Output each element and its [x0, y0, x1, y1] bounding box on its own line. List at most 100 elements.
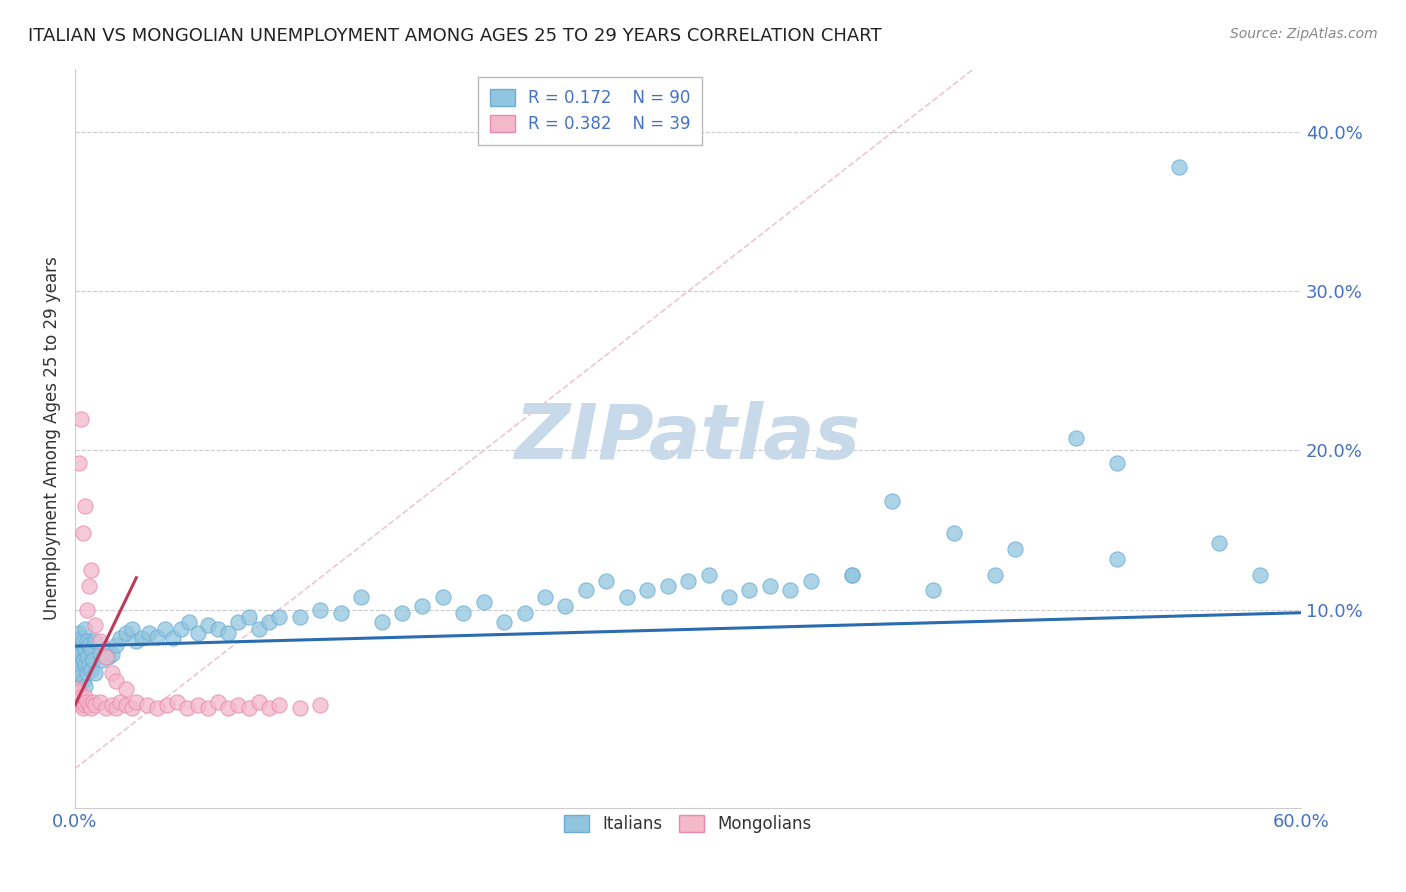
Point	[247, 695, 270, 709]
Point	[101, 647, 124, 661]
Point	[800, 574, 823, 588]
Point	[89, 634, 111, 648]
Point	[80, 701, 103, 715]
Point	[247, 622, 270, 636]
Point	[156, 698, 179, 712]
Point	[75, 642, 97, 657]
Point	[108, 695, 131, 709]
Point	[94, 701, 117, 715]
Point	[66, 642, 89, 657]
Point	[125, 634, 148, 648]
Point	[616, 590, 638, 604]
Point	[411, 599, 433, 614]
Point	[269, 698, 291, 712]
Point	[1208, 535, 1230, 549]
Point	[575, 583, 598, 598]
Point	[70, 690, 93, 704]
Point	[759, 579, 782, 593]
Point	[135, 698, 157, 712]
Point	[257, 701, 280, 715]
Point	[166, 695, 188, 709]
Point	[76, 695, 98, 709]
Point	[391, 606, 413, 620]
Point	[554, 599, 576, 614]
Point	[75, 698, 97, 712]
Point	[1004, 542, 1026, 557]
Point	[104, 674, 127, 689]
Point	[288, 610, 311, 624]
Point	[72, 653, 94, 667]
Point	[67, 695, 90, 709]
Point	[153, 622, 176, 636]
Point	[697, 567, 720, 582]
Point	[75, 690, 97, 704]
Point	[70, 669, 93, 683]
Point	[288, 701, 311, 715]
Point	[841, 567, 863, 582]
Point	[197, 701, 219, 715]
Point	[636, 583, 658, 598]
Point	[94, 642, 117, 657]
Point	[121, 622, 143, 636]
Point	[115, 698, 138, 712]
Point	[79, 638, 101, 652]
Point	[1167, 160, 1189, 174]
Point	[657, 579, 679, 593]
Point	[217, 626, 239, 640]
Point	[738, 583, 761, 598]
Point	[76, 634, 98, 648]
Point	[197, 618, 219, 632]
Point	[84, 666, 107, 681]
Point	[108, 631, 131, 645]
Point	[115, 626, 138, 640]
Point	[104, 701, 127, 715]
Point	[125, 695, 148, 709]
Point	[1107, 456, 1129, 470]
Point	[94, 650, 117, 665]
Point	[238, 701, 260, 715]
Point	[80, 663, 103, 677]
Point	[76, 650, 98, 665]
Point	[70, 647, 93, 661]
Point	[72, 674, 94, 689]
Point	[513, 606, 536, 620]
Y-axis label: Unemployment Among Ages 25 to 29 years: Unemployment Among Ages 25 to 29 years	[44, 257, 60, 620]
Point	[983, 567, 1005, 582]
Point	[82, 695, 104, 709]
Point	[942, 526, 965, 541]
Point	[76, 602, 98, 616]
Point	[70, 411, 93, 425]
Point	[84, 698, 107, 712]
Point	[80, 563, 103, 577]
Point	[104, 638, 127, 652]
Point	[75, 622, 97, 636]
Point	[89, 695, 111, 709]
Point	[882, 494, 904, 508]
Point	[66, 690, 89, 704]
Point	[72, 695, 94, 709]
Point	[595, 574, 617, 588]
Point	[79, 698, 101, 712]
Point	[1107, 551, 1129, 566]
Point	[75, 499, 97, 513]
Point	[66, 658, 89, 673]
Point	[80, 642, 103, 657]
Point	[453, 606, 475, 620]
Text: ITALIAN VS MONGOLIAN UNEMPLOYMENT AMONG AGES 25 TO 29 YEARS CORRELATION CHART: ITALIAN VS MONGOLIAN UNEMPLOYMENT AMONG …	[28, 27, 882, 45]
Point	[145, 701, 167, 715]
Point	[76, 666, 98, 681]
Point	[370, 615, 392, 630]
Point	[67, 456, 90, 470]
Point	[187, 698, 209, 712]
Point	[67, 666, 90, 681]
Point	[162, 631, 184, 645]
Point	[238, 610, 260, 624]
Point	[350, 590, 373, 604]
Point	[67, 626, 90, 640]
Point	[72, 526, 94, 541]
Point	[79, 658, 101, 673]
Point	[66, 682, 89, 697]
Point	[494, 615, 516, 630]
Point	[207, 695, 229, 709]
Point	[179, 615, 201, 630]
